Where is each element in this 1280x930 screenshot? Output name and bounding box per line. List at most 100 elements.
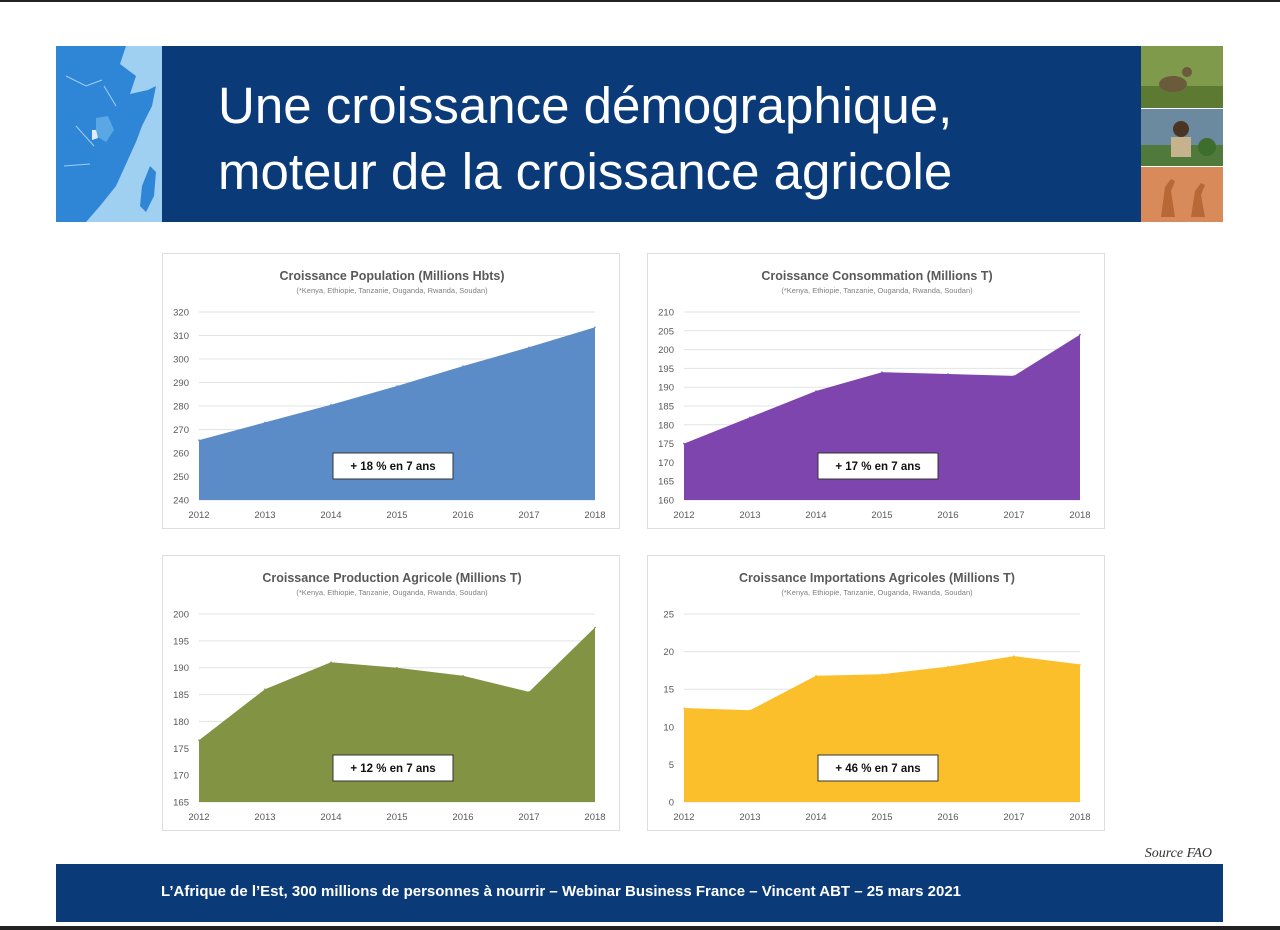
data-point	[330, 661, 332, 664]
data-point	[815, 390, 817, 392]
x-tick-label: 2012	[673, 812, 694, 823]
slide-title-line-1: Une croissance démographique,	[218, 77, 953, 134]
chart-title: Croissance Population (Millions Hbts)	[279, 269, 504, 283]
annotation-box	[817, 754, 939, 782]
data-point	[198, 739, 200, 741]
annotation-box	[817, 452, 939, 480]
x-tick-label: 2015	[386, 510, 407, 521]
growth-annotation: + 17 % en 7 ans	[817, 452, 939, 480]
data-point	[815, 674, 817, 677]
y-tick-label: 205	[658, 326, 674, 337]
y-tick-label: 175	[658, 439, 674, 450]
x-tick-label: 2014	[320, 812, 341, 823]
chart-importations-svg: Croissance Importations Agricoles (Milli…	[663, 571, 1090, 823]
y-tick-label: 300	[173, 355, 189, 366]
chart-title: Croissance Importations Agricoles (Milli…	[739, 571, 1015, 585]
x-tick-label: 2012	[188, 510, 209, 521]
y-tick-label: 185	[658, 402, 674, 413]
y-tick-label: 195	[173, 636, 189, 647]
chart-subtitle: (*Kenya, Ethiopie, Tanzanie, Ouganda, Rw…	[781, 588, 973, 597]
x-tick-label: 2018	[1069, 812, 1090, 823]
data-point	[683, 442, 685, 445]
x-tick-label: 2015	[871, 812, 892, 823]
chart-subtitle: (*Kenya, Ethiopie, Tanzanie, Ouganda, Rw…	[296, 588, 488, 597]
y-tick-label: 20	[663, 647, 674, 658]
x-tick-label: 2013	[739, 510, 760, 521]
footer-banner: L’Afrique de l’Est, 300 millions de pers…	[56, 864, 1223, 922]
x-tick-label: 2018	[584, 510, 605, 521]
data-point	[749, 709, 751, 712]
y-tick-label: 195	[658, 364, 674, 375]
annotation-label: + 18 % en 7 ans	[350, 461, 435, 473]
chart-population: Croissance Population (Millions Hbts) (*K…	[162, 253, 620, 529]
y-tick-label: 210	[658, 308, 674, 319]
x-tick-label: 2012	[188, 812, 209, 823]
x-tick-label: 2014	[805, 812, 826, 823]
y-tick-label: 240	[173, 496, 189, 507]
y-tick-label: 185	[173, 690, 189, 701]
footer-text: L’Afrique de l’Est, 300 millions de pers…	[161, 883, 962, 900]
area-series	[684, 656, 1080, 802]
data-point	[881, 673, 883, 675]
data-point	[594, 326, 596, 329]
growth-annotation: + 12 % en 7 ans	[332, 754, 454, 782]
y-tick-label: 270	[173, 425, 189, 436]
y-tick-label: 165	[658, 477, 674, 488]
chart-production: Croissance Production Agricole (Millions…	[162, 555, 620, 831]
x-tick-label: 2014	[320, 510, 341, 521]
x-tick-label: 2012	[673, 510, 694, 521]
y-tick-label: 175	[173, 744, 189, 755]
source-note: Source FAO	[1144, 846, 1212, 861]
chart-production-svg: Croissance Production Agricole (Millions…	[173, 571, 605, 823]
annotation-box	[332, 754, 454, 782]
y-tick-label: 200	[658, 345, 674, 356]
y-tick-label: 250	[173, 472, 189, 483]
y-tick-label: 280	[173, 402, 189, 413]
x-tick-label: 2016	[452, 812, 473, 823]
data-point	[330, 404, 332, 406]
data-point	[881, 371, 883, 373]
x-tick-label: 2017	[518, 812, 539, 823]
y-tick-label: 190	[173, 663, 189, 674]
chart-population-svg: Croissance Population (Millions Hbts) (*K…	[173, 269, 605, 521]
chart-subtitle: (*Kenya, Ethiopie, Tanzanie, Ouganda, Rw…	[781, 286, 973, 295]
y-tick-label: 15	[663, 685, 674, 696]
x-tick-label: 2016	[452, 510, 473, 521]
chart-importations: Croissance Importations Agricoles (Milli…	[647, 555, 1105, 831]
y-tick-label: 180	[173, 717, 189, 728]
area-series	[684, 334, 1080, 500]
x-tick-label: 2015	[871, 510, 892, 521]
annotation-label: + 12 % en 7 ans	[350, 763, 435, 775]
annotation-label: + 46 % en 7 ans	[835, 763, 920, 775]
x-tick-label: 2013	[254, 812, 275, 823]
y-tick-label: 165	[173, 798, 189, 809]
y-tick-label: 310	[173, 331, 189, 342]
y-tick-label: 170	[173, 771, 189, 782]
chart-consommation-svg: Croissance Consommation (Millions T) (*Ke…	[658, 269, 1090, 521]
data-point	[198, 439, 200, 441]
x-tick-label: 2018	[1069, 510, 1090, 521]
x-tick-label: 2013	[739, 812, 760, 823]
y-tick-label: 200	[173, 610, 189, 621]
area-series	[199, 327, 595, 500]
chart-consommation: Croissance Consommation (Millions T) (*Ke…	[647, 253, 1105, 529]
y-tick-label: 0	[669, 798, 674, 809]
photo-giraffes	[1141, 167, 1223, 222]
photo-farmer	[1141, 109, 1223, 166]
data-point	[462, 365, 464, 367]
top-border	[0, 0, 1280, 2]
x-tick-label: 2014	[805, 510, 826, 521]
data-point	[462, 675, 464, 677]
growth-annotation: + 18 % en 7 ans	[332, 452, 454, 480]
x-tick-label: 2015	[386, 812, 407, 823]
annotation-label: + 17 % en 7 ans	[835, 461, 920, 473]
data-point	[1013, 655, 1015, 657]
y-tick-label: 290	[173, 378, 189, 389]
title-banner: Une croissance démographique, moteur de …	[162, 46, 1141, 222]
data-point	[396, 666, 398, 669]
chart-title: Croissance Consommation (Millions T)	[761, 269, 992, 283]
data-point	[947, 665, 949, 668]
data-point	[947, 373, 949, 375]
y-tick-label: 160	[658, 496, 674, 507]
header-photos	[1141, 46, 1223, 222]
